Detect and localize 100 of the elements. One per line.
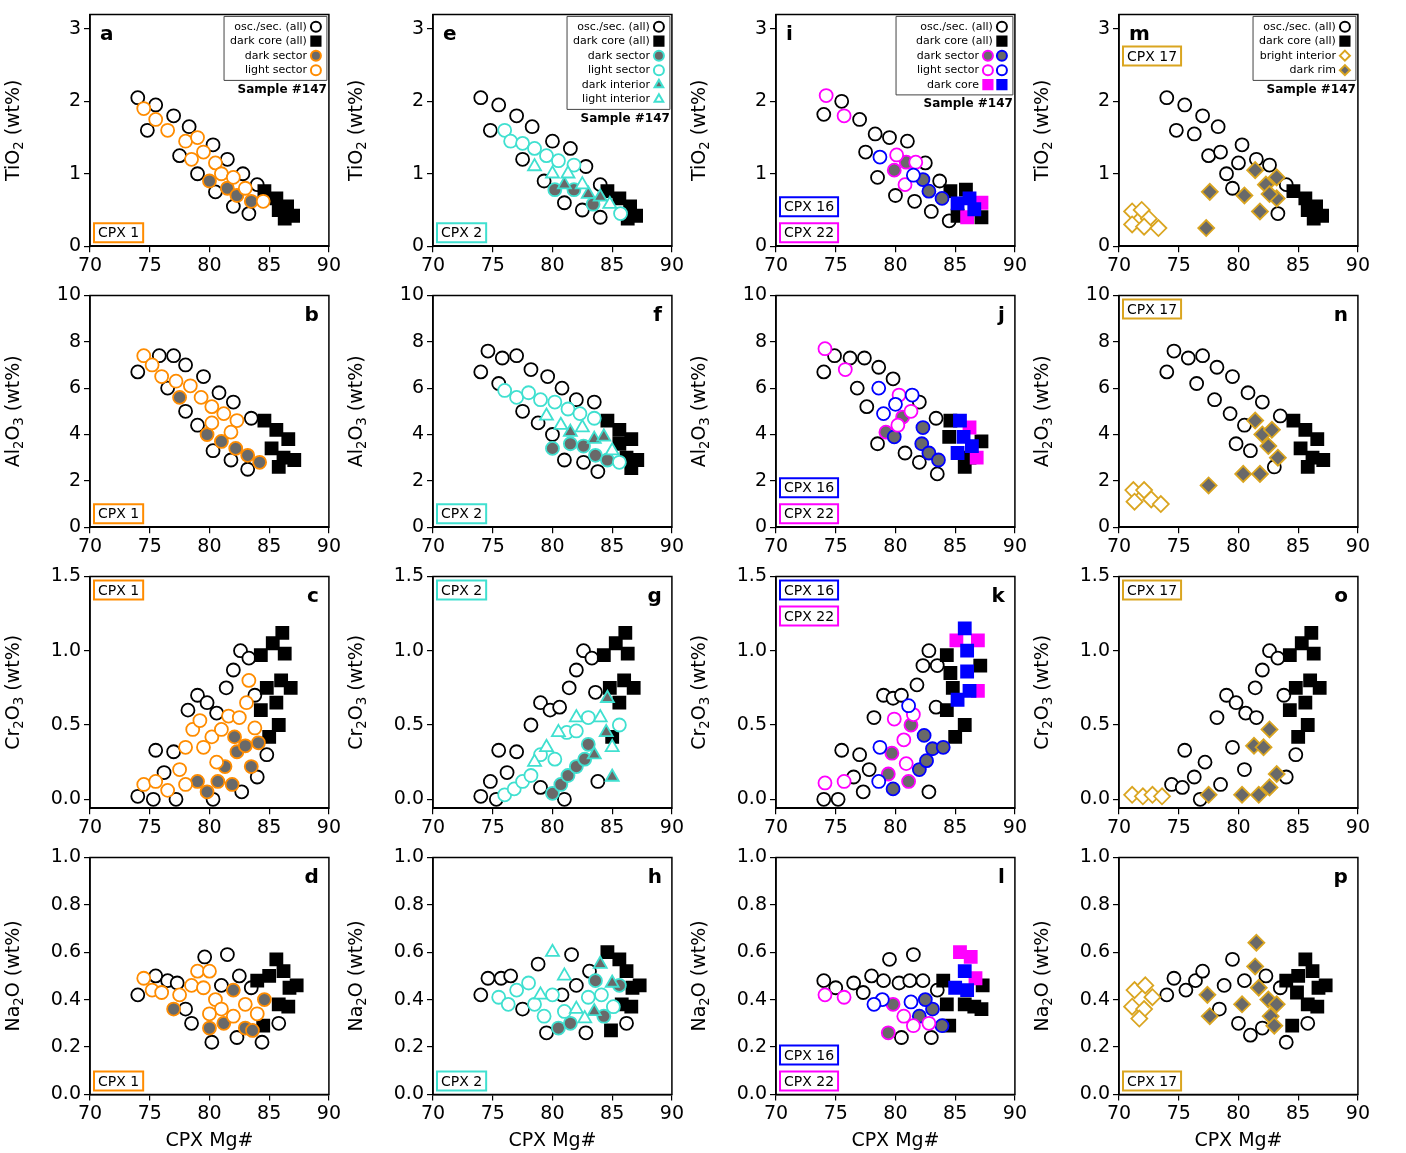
x-tick-label: 75 [137, 252, 162, 275]
x-tick-label: 90 [1345, 1100, 1371, 1123]
annotation: CPX 16 [784, 1046, 835, 1063]
y-tick-label: 2 [411, 467, 424, 490]
x-tick-label: 85 [1286, 1100, 1311, 1123]
chart-title: m [1129, 20, 1150, 45]
x-tick-label: 80 [1226, 252, 1251, 275]
annotation: CPX 16 [784, 479, 835, 496]
y-tick-label: 1.0 [393, 637, 424, 660]
x-tick-label: 85 [1286, 814, 1311, 837]
y-tick-label: 0.5 [393, 711, 424, 734]
y-axis-title: Cr2O3 (wt%) [0, 634, 27, 750]
x-tick-label: 90 [316, 814, 342, 837]
y-tick-label: 2 [1097, 88, 1110, 111]
chart-title: h [647, 863, 662, 888]
x-axis-title: CPX Mg# [508, 1127, 597, 1150]
y-tick-label: 8 [754, 328, 767, 351]
annotation: CPX 22 [784, 224, 835, 241]
x-tick-label: 90 [316, 1100, 342, 1123]
x-tick-label: 75 [480, 1100, 505, 1123]
x-tick-label: 80 [883, 1100, 908, 1123]
x-tick-label: 85 [943, 814, 968, 837]
y-tick-label: 2 [754, 467, 767, 490]
x-tick-label: 70 [420, 814, 446, 837]
y-tick-label: 8 [1097, 328, 1110, 351]
annotation: CPX 2 [441, 581, 483, 598]
y-tick-label: 0.2 [1079, 1033, 1110, 1056]
annotation: CPX 2 [441, 1072, 483, 1089]
y-tick-label: 3 [1097, 15, 1110, 38]
x-tick-label: 75 [1166, 533, 1191, 556]
annotation: CPX 17 [1127, 47, 1178, 64]
annotation: CPX 17 [1127, 1072, 1178, 1089]
y-tick-label: 0.0 [736, 786, 767, 809]
y-tick-label: 2 [754, 88, 767, 111]
chart-title: p [1333, 863, 1348, 888]
chart-title: e [443, 20, 457, 45]
x-tick-label: 75 [480, 252, 505, 275]
y-tick-label: 8 [411, 328, 424, 351]
x-tick-label: 85 [257, 252, 282, 275]
y-tick-label: 6 [754, 375, 767, 398]
x-axis-title: CPX Mg# [1194, 1127, 1283, 1150]
x-tick-label: 80 [1226, 814, 1251, 837]
chart-title: c [307, 582, 319, 607]
y-tick-label: 0.4 [50, 986, 81, 1009]
x-tick-label: 70 [1106, 814, 1132, 837]
legend-label: osc./sec. (all) [577, 19, 650, 33]
x-tick-label: 90 [1002, 533, 1028, 556]
y-tick-label: 1 [754, 160, 767, 183]
x-tick-label: 85 [1286, 533, 1311, 556]
y-tick-label: 0.4 [393, 986, 424, 1009]
legend-label: osc./sec. (all) [920, 19, 993, 33]
y-tick-label: 0.8 [1079, 891, 1110, 914]
x-tick-label: 75 [480, 814, 505, 837]
chart-title: d [304, 863, 319, 888]
x-tick-label: 75 [480, 533, 505, 556]
x-tick-label: 80 [540, 533, 565, 556]
y-tick-label: 3 [411, 15, 424, 38]
chart-title: g [647, 582, 662, 607]
x-tick-label: 90 [1002, 252, 1028, 275]
chart-title: a [100, 20, 114, 45]
x-tick-label: 90 [1345, 252, 1371, 275]
annotation: CPX 16 [784, 581, 835, 598]
y-tick-label: 0.8 [393, 891, 424, 914]
y-tick-label: 0.2 [736, 1033, 767, 1056]
y-tick-label: 0.2 [393, 1033, 424, 1056]
annotation: CPX 17 [1127, 300, 1178, 317]
x-tick-label: 85 [257, 1100, 282, 1123]
x-tick-label: 90 [659, 814, 685, 837]
x-tick-label: 90 [659, 1100, 685, 1123]
annotation: CPX 1 [98, 1072, 140, 1089]
x-tick-label: 85 [257, 814, 282, 837]
y-tick-label: 0.6 [1079, 939, 1110, 962]
chart-title: i [786, 20, 793, 45]
y-tick-label: 0.5 [1079, 711, 1110, 734]
annotation: CPX 22 [784, 607, 835, 624]
y-tick-label: 1.0 [736, 637, 767, 660]
x-tick-label: 75 [823, 533, 848, 556]
y-tick-label: 0.0 [1079, 786, 1110, 809]
x-tick-label: 70 [77, 814, 103, 837]
x-tick-label: 80 [197, 1100, 222, 1123]
legend-label: dark sector [244, 48, 308, 62]
legend-label: dark sector [916, 48, 980, 62]
legend-label: light sector [587, 63, 651, 77]
legend-label: osc./sec. (all) [234, 19, 307, 33]
x-tick-label: 80 [883, 252, 908, 275]
y-tick-label: 10 [742, 282, 767, 305]
y-axis-title: Na2O (wt%) [343, 920, 370, 1032]
x-tick-label: 90 [316, 252, 342, 275]
y-tick-label: 0.0 [50, 786, 81, 809]
chart-title: l [998, 863, 1005, 888]
y-tick-label: 1 [68, 160, 81, 183]
legend-label: light sector [916, 63, 980, 77]
x-tick-label: 80 [197, 533, 222, 556]
y-tick-label: 2 [68, 467, 81, 490]
y-axis-title: Al2O3 (wt%) [1029, 355, 1056, 468]
y-tick-label: 4 [411, 421, 424, 444]
y-tick-label: 1.0 [50, 637, 81, 660]
annotation: CPX 17 [1127, 581, 1178, 598]
y-tick-label: 6 [68, 375, 81, 398]
legend-label: dark rim [1289, 63, 1336, 77]
